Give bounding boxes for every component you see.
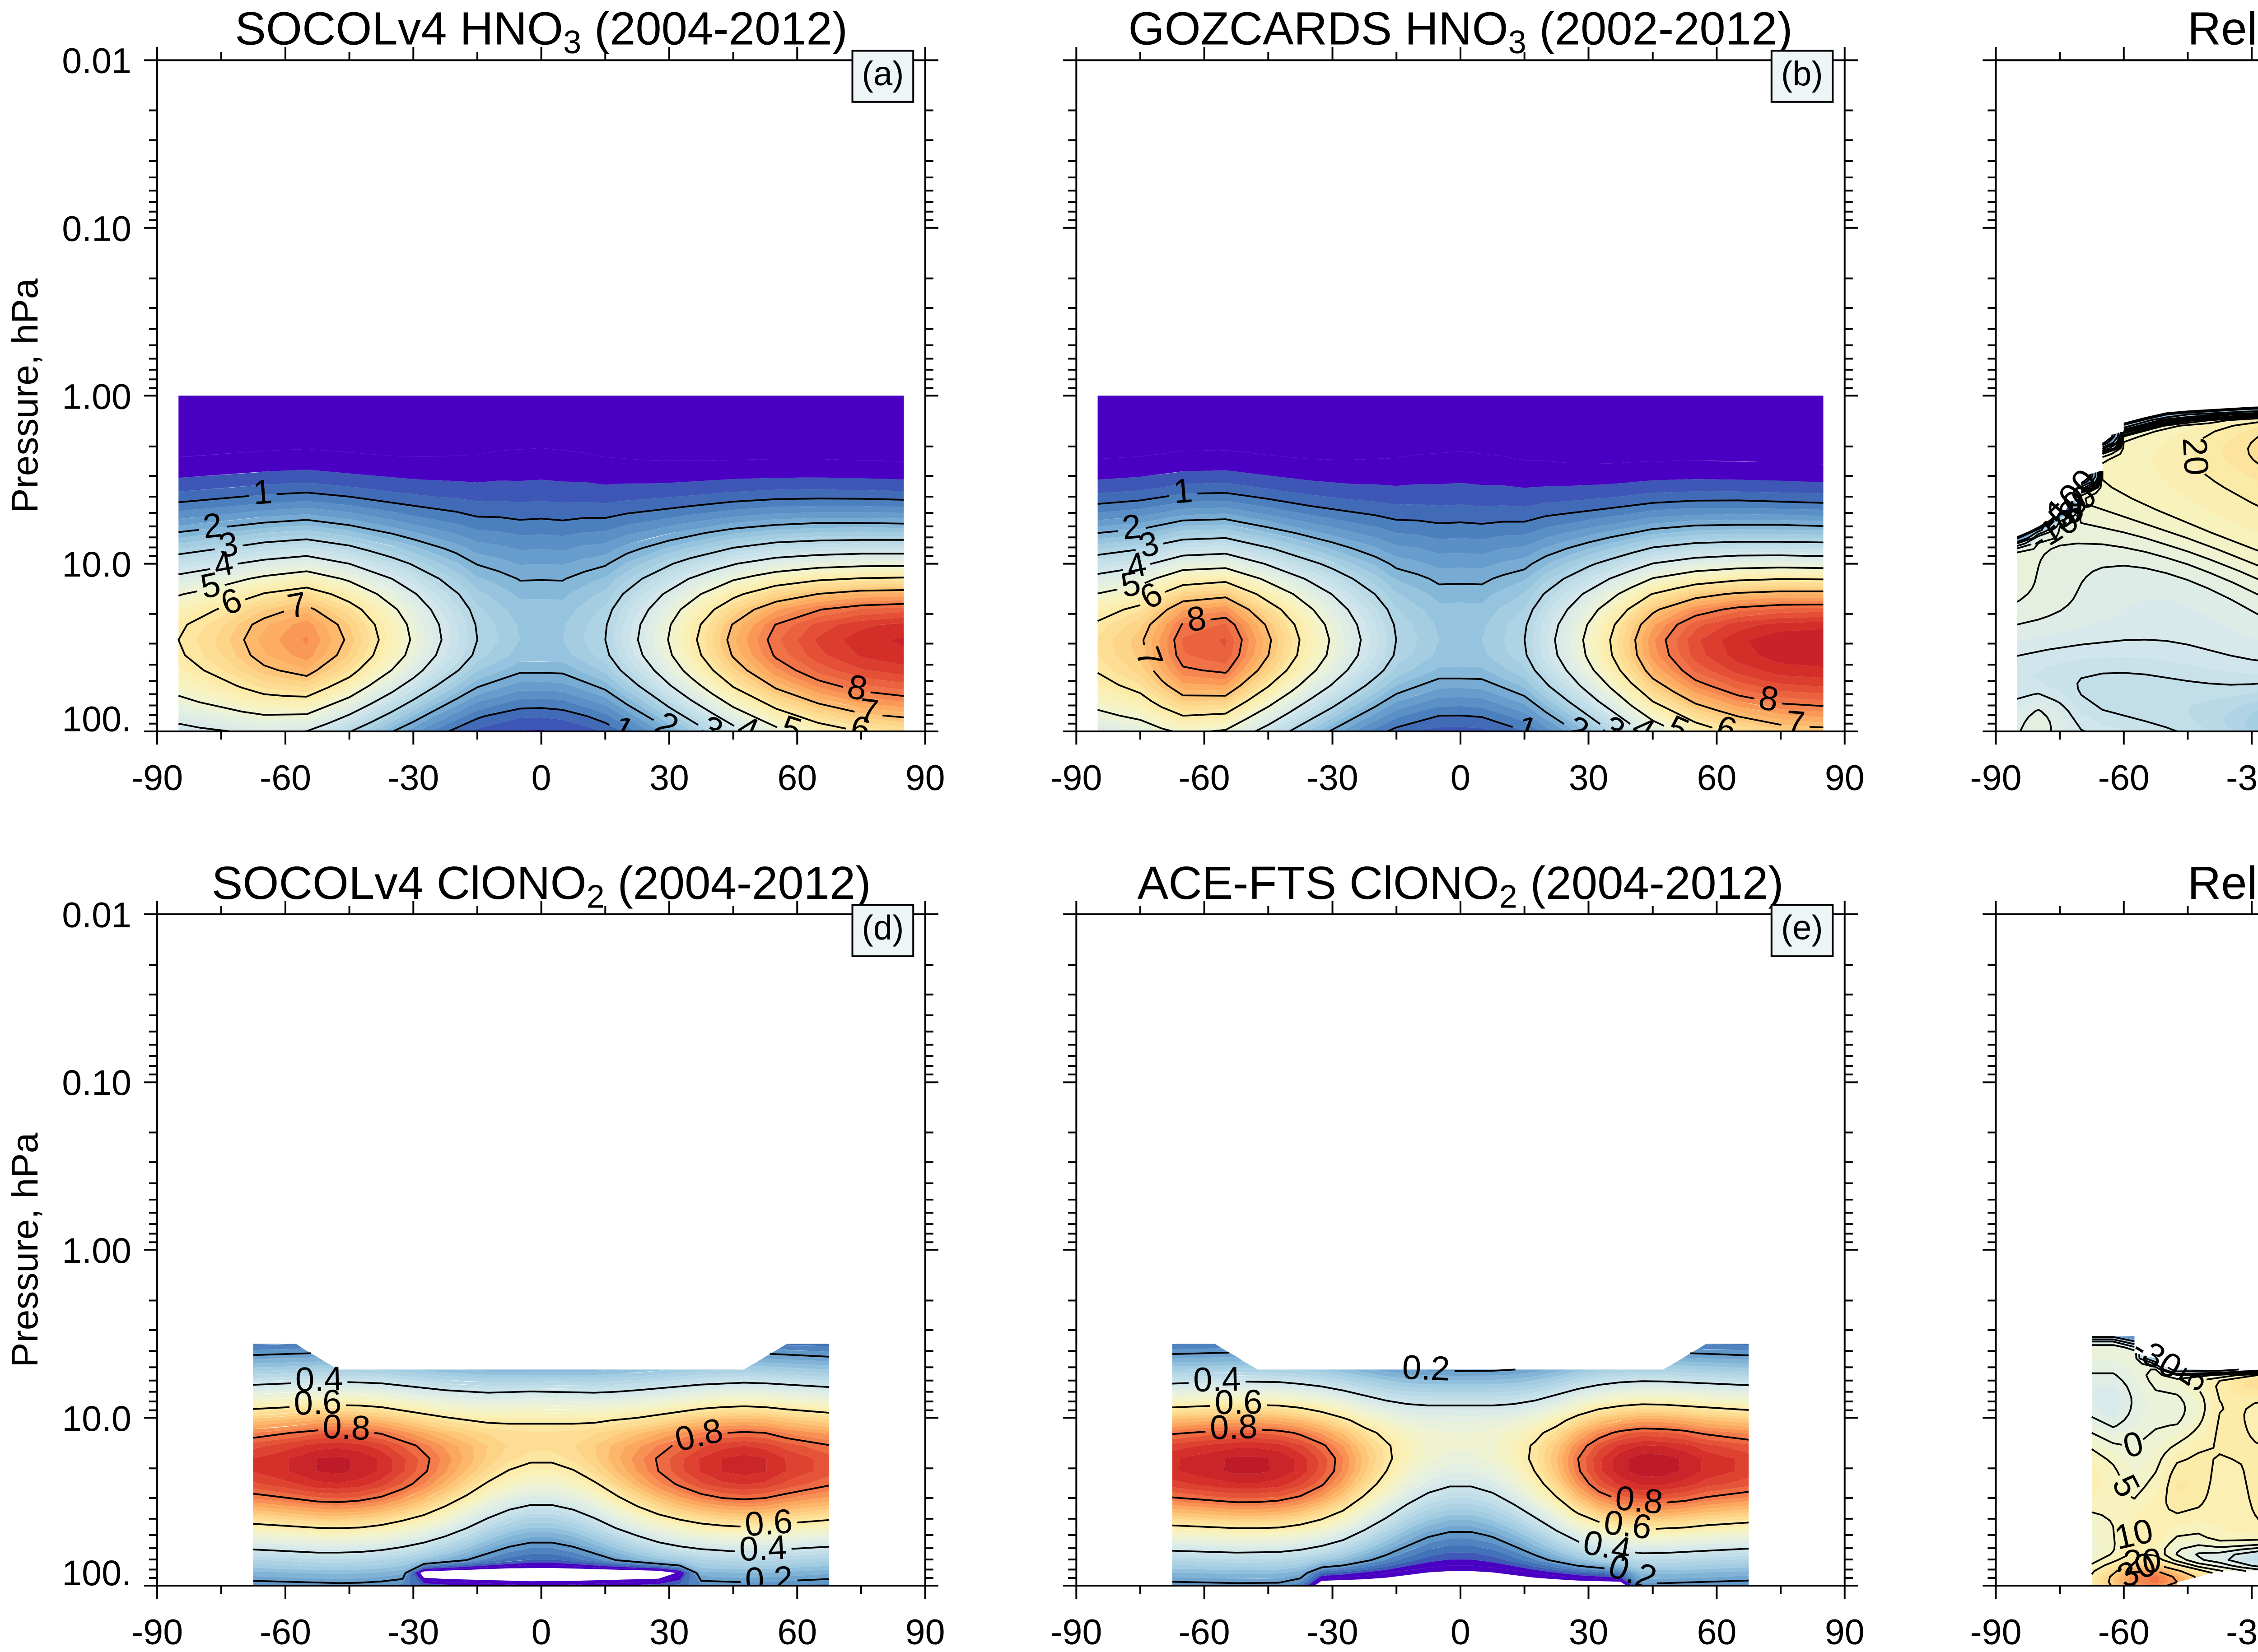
svg-text:(a): (a) [862, 55, 904, 93]
svg-text:-30: -30 [1306, 757, 1358, 797]
svg-text:7: 7 [857, 691, 881, 731]
svg-text:-60: -60 [260, 1612, 311, 1652]
svg-text:-90: -90 [1970, 1612, 2021, 1652]
svg-text:60: 60 [777, 1612, 817, 1652]
svg-text:-90: -90 [131, 1612, 183, 1652]
svg-text:-30: -30 [2226, 757, 2258, 797]
svg-text:2: 2 [1120, 507, 1143, 547]
svg-text:0.6: 0.6 [1602, 1503, 1654, 1547]
svg-text:1: 1 [252, 472, 273, 512]
svg-text:-60: -60 [260, 757, 311, 797]
svg-text:0.4: 0.4 [1193, 1360, 1241, 1400]
svg-text:30: 30 [1569, 1612, 1609, 1652]
svg-text:100.: 100. [62, 1553, 131, 1593]
svg-text:0.6: 0.6 [743, 1502, 794, 1544]
svg-text:-60: -60 [2098, 757, 2150, 797]
svg-text:30: 30 [1569, 757, 1609, 797]
svg-text:-90: -90 [1050, 1612, 1102, 1652]
svg-text:-30: -30 [387, 757, 439, 797]
svg-text:0: 0 [532, 1612, 551, 1652]
svg-text:-30: -30 [387, 1612, 439, 1652]
svg-text:90: 90 [1825, 1612, 1865, 1652]
svg-text:0.01: 0.01 [62, 895, 131, 935]
svg-text:10.0: 10.0 [62, 1398, 131, 1438]
svg-text:60: 60 [777, 757, 817, 797]
svg-text:7: 7 [1785, 703, 1807, 743]
svg-text:20: 20 [2122, 1541, 2162, 1582]
svg-text:SOCOLv4 HNO3 (2004-2012): SOCOLv4 HNO3 (2004-2012) [235, 3, 848, 60]
svg-text:1: 1 [1172, 471, 1194, 511]
svg-text:0: 0 [1451, 1612, 1470, 1652]
svg-text:0.8: 0.8 [1209, 1407, 1258, 1447]
svg-text:0.2: 0.2 [744, 1559, 793, 1599]
svg-text:(d): (d) [862, 909, 904, 947]
svg-text:0: 0 [532, 757, 551, 797]
svg-text:Pressure, hPa: Pressure, hPa [5, 278, 46, 513]
svg-text:60: 60 [1697, 1612, 1736, 1652]
svg-text:0: 0 [1451, 757, 1470, 797]
svg-text:30: 30 [649, 1612, 689, 1652]
svg-text:10.0: 10.0 [62, 544, 131, 584]
svg-text:2: 2 [201, 506, 224, 546]
svg-text:-90: -90 [1050, 757, 1102, 797]
svg-text:0.10: 0.10 [62, 208, 131, 248]
svg-text:-60: -60 [1179, 757, 1230, 797]
svg-text:0.4: 0.4 [295, 1359, 344, 1399]
svg-text:ACE-FTS ClONO2 (2004-2012): ACE-FTS ClONO2 (2004-2012) [1138, 857, 1784, 915]
svg-text:0.4: 0.4 [1580, 1523, 1634, 1569]
svg-text:90: 90 [905, 757, 945, 797]
svg-text:0.8: 0.8 [322, 1407, 371, 1447]
svg-text:90: 90 [1825, 757, 1865, 797]
svg-text:1.00: 1.00 [62, 1230, 131, 1270]
svg-text:-30: -30 [1306, 1612, 1358, 1652]
svg-text:(b): (b) [1781, 55, 1823, 93]
svg-text:0.8: 0.8 [1614, 1479, 1665, 1522]
svg-text:0.6: 0.6 [293, 1382, 342, 1423]
svg-text:-60: -60 [2098, 1612, 2150, 1652]
svg-text:-90: -90 [131, 757, 183, 797]
svg-text:0.10: 0.10 [62, 1062, 131, 1103]
svg-text:90: 90 [905, 1612, 945, 1652]
svg-text:100.: 100. [62, 698, 131, 739]
svg-text:20: 20 [2175, 436, 2216, 477]
svg-text:0.01: 0.01 [62, 41, 131, 81]
svg-text:SOCOLv4 ClONO2 (2004-2012): SOCOLv4 ClONO2 (2004-2012) [212, 857, 871, 915]
svg-text:GOZCARDS HNO3 (2002-2012): GOZCARDS HNO3 (2002-2012) [1128, 3, 1792, 60]
svg-text:Relative difference: Relative difference [2188, 857, 2258, 909]
svg-text:Relative difference: Relative difference [2188, 3, 2258, 55]
svg-text:Pressure, hPa: Pressure, hPa [5, 1132, 46, 1367]
svg-text:-30: -30 [2226, 1612, 2258, 1652]
svg-text:60: 60 [1697, 757, 1736, 797]
svg-text:-60: -60 [1179, 1612, 1230, 1652]
svg-text:0.6: 0.6 [1214, 1383, 1263, 1422]
svg-text:0.2: 0.2 [1401, 1348, 1451, 1388]
svg-text:-90: -90 [1970, 757, 2021, 797]
svg-text:(e): (e) [1781, 909, 1823, 947]
svg-text:10: 10 [2111, 1511, 2156, 1557]
svg-text:0.4: 0.4 [738, 1528, 788, 1569]
svg-text:1.00: 1.00 [62, 377, 131, 417]
svg-text:30: 30 [649, 757, 689, 797]
